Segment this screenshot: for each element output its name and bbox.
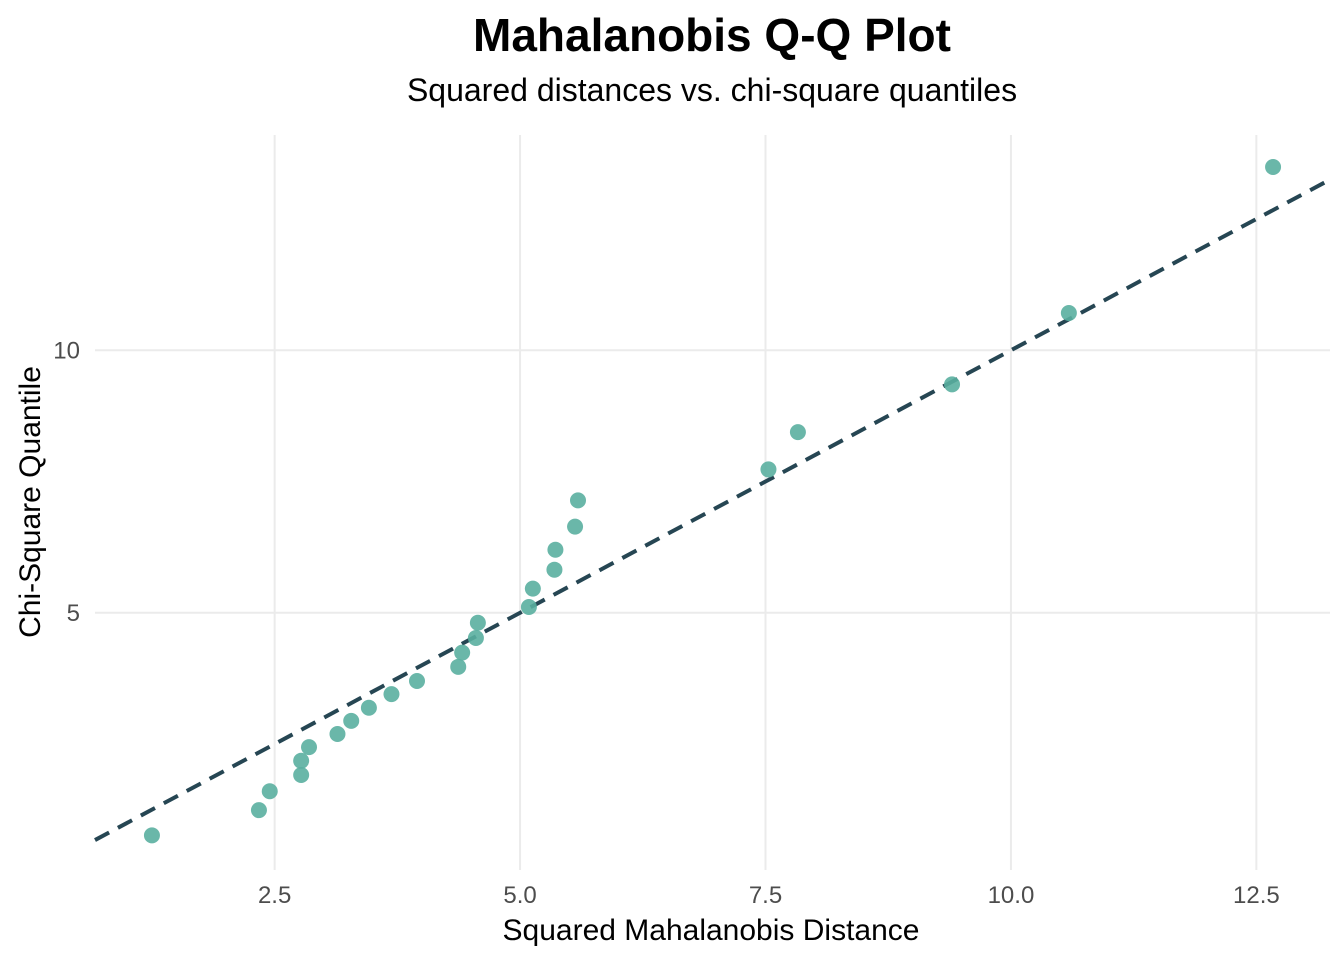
grid xyxy=(95,135,1330,870)
data-point xyxy=(293,766,310,783)
data-point xyxy=(570,492,587,509)
data-point xyxy=(250,802,267,819)
reference-line xyxy=(94,177,1331,842)
reference-line-group xyxy=(94,177,1331,842)
data-point xyxy=(454,644,471,661)
data-point xyxy=(520,598,537,615)
y-tick-label: 5 xyxy=(67,600,80,627)
x-tick-label: 10.0 xyxy=(988,882,1035,909)
data-point xyxy=(546,561,563,578)
data-point xyxy=(789,424,806,441)
data-point xyxy=(450,658,467,675)
data-point xyxy=(343,712,360,729)
y-tick-label: 10 xyxy=(53,337,80,364)
data-point xyxy=(329,726,346,743)
data-point xyxy=(143,827,160,844)
chart-title: Mahalanobis Q-Q Plot xyxy=(473,9,951,61)
data-point xyxy=(944,376,961,393)
data-point xyxy=(469,614,486,631)
data-point xyxy=(409,673,426,689)
data-point xyxy=(360,699,377,716)
data-point xyxy=(547,541,564,558)
x-axis-label: Squared Mahalanobis Distance xyxy=(503,914,920,947)
chart-subtitle: Squared distances vs. chi-square quantil… xyxy=(406,72,1018,108)
data-point xyxy=(1265,159,1282,176)
data-point xyxy=(261,783,278,800)
data-point xyxy=(1060,304,1077,321)
data-point xyxy=(383,686,400,703)
data-point xyxy=(293,752,310,769)
data-point xyxy=(524,580,541,597)
points xyxy=(143,159,1282,844)
data-point xyxy=(301,739,318,756)
x-tick-label: 2.5 xyxy=(258,882,291,909)
x-tick-label: 5.0 xyxy=(503,882,536,909)
data-point xyxy=(567,518,584,535)
x-tick-label: 7.5 xyxy=(749,882,782,909)
y-axis-label: Chi-Square Quantile xyxy=(14,366,47,638)
tick-labels: 2.5 5.0 7.5 10.0 12.5 5 10 xyxy=(53,337,1279,909)
data-point xyxy=(760,461,777,478)
data-point xyxy=(467,629,484,646)
x-tick-label: 12.5 xyxy=(1233,882,1280,909)
